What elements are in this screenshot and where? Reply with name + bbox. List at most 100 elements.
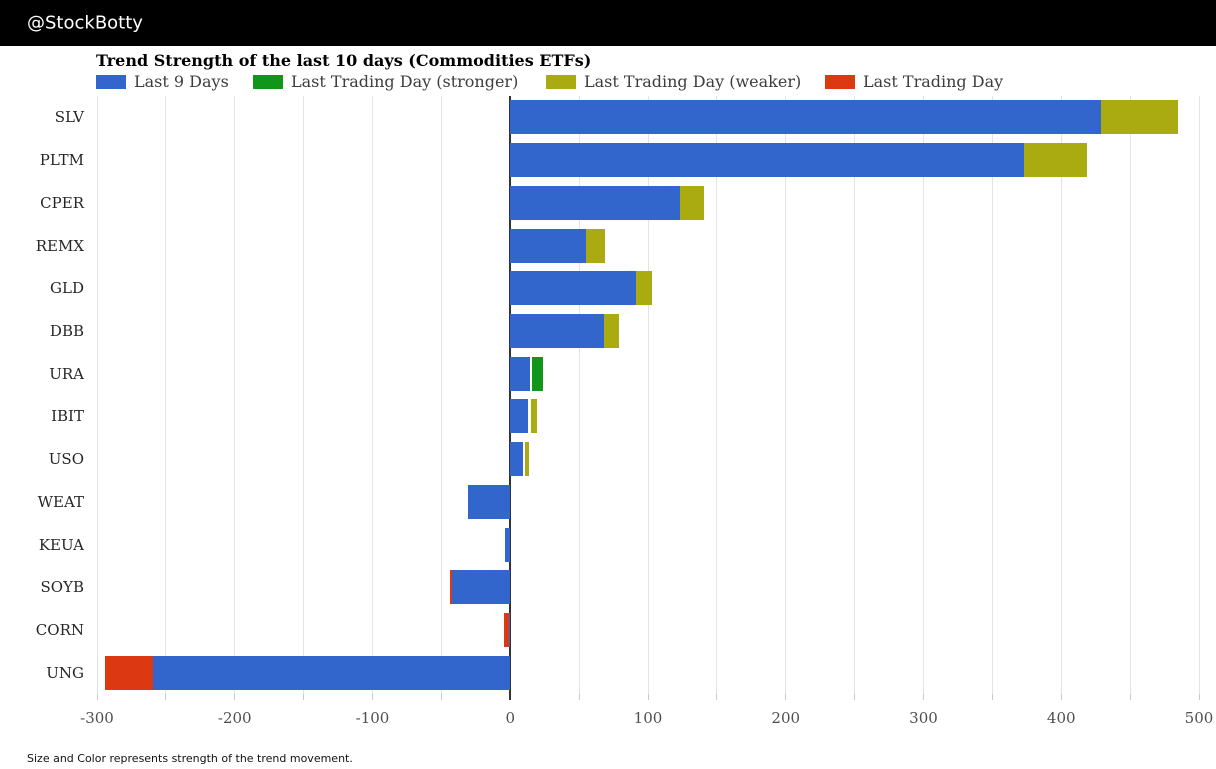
legend: Last 9 Days Last Trading Day (stronger) La… — [0, 72, 1216, 91]
gridline — [303, 96, 305, 694]
account-handle: @StockBotty — [27, 12, 143, 34]
bar-segment-soyb-last9 — [451, 570, 511, 605]
bar-segment-cper-weaker — [679, 185, 705, 220]
bar-segment-soyb-last_day — [449, 570, 452, 605]
axis-tick — [234, 694, 236, 700]
y-label-soyb: SOYB — [40, 578, 85, 597]
footnote: Size and Color represents strength of th… — [27, 752, 353, 765]
bar-segment-slv-last9 — [510, 100, 1102, 135]
bar-segment-gld-weaker — [635, 271, 653, 306]
zero-axis-line — [509, 96, 512, 700]
legend-item-weaker: Last Trading Day (weaker) — [546, 72, 801, 91]
bar-segment-uso-weaker — [525, 442, 529, 477]
chart-title: Trend Strength of the last 10 days (Comm… — [96, 51, 592, 70]
bar-segment-dbb-last9 — [510, 313, 604, 348]
bar-segment-pltm-weaker — [1024, 143, 1088, 178]
gridline — [578, 96, 580, 694]
y-label-cper: CPER — [40, 193, 84, 212]
bar-segment-gld-last9 — [510, 271, 636, 306]
legend-item-stronger: Last Trading Day (stronger) — [253, 72, 518, 91]
x-label--200: -200 — [217, 709, 252, 727]
bar-segment-ung-last9 — [153, 655, 511, 690]
bar-segment-uso-last9 — [510, 442, 523, 477]
axis-tick — [854, 694, 856, 700]
axis-tick — [785, 694, 787, 700]
bar-segment-slv-weaker — [1101, 100, 1179, 135]
x-label-300: 300 — [909, 709, 938, 727]
bar-segment-remx-last9 — [510, 228, 586, 263]
axis-tick — [1198, 694, 1200, 700]
y-label-dbb: DBB — [49, 321, 84, 340]
x-label-500: 500 — [1184, 709, 1214, 727]
gridline — [716, 96, 718, 694]
legend-swatch-stronger — [253, 74, 283, 89]
gridline — [440, 96, 442, 694]
y-label-corn: CORN — [35, 620, 84, 639]
y-label-pltm: PLTM — [39, 151, 84, 170]
axis-tick — [303, 694, 305, 700]
x-label-400: 400 — [1046, 709, 1076, 727]
y-label-ibit: IBIT — [51, 407, 84, 426]
axis-tick — [96, 694, 98, 700]
bar-segment-keua-last9 — [504, 527, 511, 562]
gridline — [647, 96, 649, 694]
y-label-keua: KEUA — [38, 535, 84, 554]
gridline — [1129, 96, 1131, 694]
legend-label-weaker: Last Trading Day (weaker) — [584, 72, 802, 91]
legend-swatch-last_day — [825, 74, 855, 89]
gridline — [991, 96, 993, 694]
bar-segment-ung-last_day — [105, 655, 154, 690]
y-label-slv: SLV — [54, 108, 84, 127]
gridline — [1198, 96, 1200, 694]
x-label-0: 0 — [505, 709, 516, 727]
axis-tick — [716, 694, 718, 700]
gridline — [372, 96, 373, 694]
legend-item-last_day: Last Trading Day — [825, 72, 1003, 91]
bar-segment-corn-last_day — [504, 612, 509, 647]
axis-tick — [991, 694, 993, 700]
gridline — [923, 96, 924, 694]
axis-tick — [440, 694, 442, 700]
gridline — [96, 96, 98, 694]
bar-segment-corn-last9 — [508, 612, 511, 647]
y-label-remx: REMX — [35, 236, 84, 255]
bar-segment-cper-last9 — [510, 185, 680, 220]
gridline — [1060, 96, 1062, 694]
axis-tick — [1060, 694, 1062, 700]
axis-tick — [578, 694, 580, 700]
axis-tick — [647, 694, 649, 700]
x-label--300: -300 — [80, 709, 114, 727]
y-label-ung: UNG — [46, 663, 84, 682]
axis-tick — [1129, 694, 1131, 700]
y-label-ura: URA — [49, 364, 84, 383]
legend-label-last_day: Last Trading Day — [863, 72, 1004, 91]
bar-segment-ura-last9 — [510, 356, 530, 391]
legend-label-stronger: Last Trading Day (stronger) — [291, 72, 519, 91]
bar-segment-dbb-weaker — [603, 313, 620, 348]
plot-area — [0, 96, 1216, 700]
bar-segment-remx-weaker — [586, 228, 606, 263]
axis-tick — [923, 694, 924, 700]
bar-segment-ibit-weaker — [530, 399, 538, 434]
header-bar: @StockBotty — [0, 0, 1216, 46]
gridline — [165, 96, 167, 694]
legend-label-last9: Last 9 Days — [134, 72, 229, 91]
x-label--100: -100 — [355, 709, 390, 727]
legend-swatch-last9 — [96, 74, 126, 89]
bar-segment-ura-stronger — [532, 356, 544, 391]
x-label-100: 100 — [633, 709, 663, 727]
bar-segment-pltm-last9 — [510, 143, 1025, 178]
legend-swatch-weaker — [546, 74, 576, 89]
legend-item-last9: Last 9 Days — [96, 72, 229, 91]
y-label-gld: GLD — [50, 279, 84, 298]
y-label-weat: WEAT — [37, 492, 84, 511]
y-label-uso: USO — [48, 450, 84, 469]
axis-tick — [165, 694, 167, 700]
bar-segment-weat-last9 — [467, 484, 511, 519]
axis-tick — [372, 694, 373, 700]
gridline — [234, 96, 236, 694]
x-label-200: 200 — [771, 709, 801, 727]
gridline — [785, 96, 787, 694]
bar-segment-ibit-last9 — [510, 399, 529, 434]
